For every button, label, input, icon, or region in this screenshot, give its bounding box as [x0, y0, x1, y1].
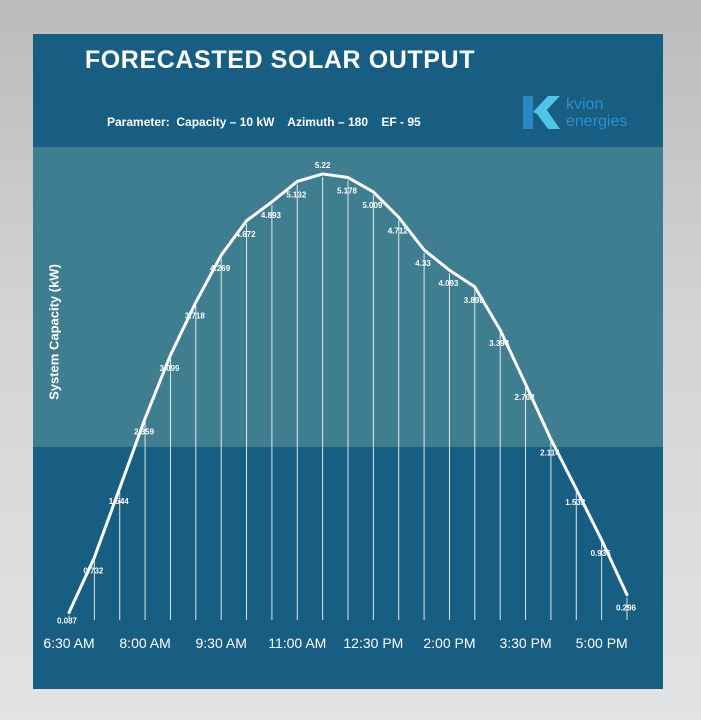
- data-label: 4.093: [438, 279, 459, 288]
- x-tick-label: 5:00 PM: [576, 635, 628, 651]
- data-label: 5.178: [337, 187, 358, 196]
- data-label: 3.394: [489, 339, 510, 348]
- data-label: 4.269: [210, 264, 231, 273]
- data-label: 4.893: [261, 211, 282, 220]
- data-label: 5.132: [286, 190, 307, 199]
- x-tick-label: 11:00 AM: [268, 635, 326, 651]
- data-label: 4.33: [415, 259, 431, 268]
- data-label: 4.672: [236, 230, 257, 239]
- data-label: 3.718: [185, 311, 206, 320]
- data-label: 3.898: [464, 296, 485, 305]
- logo-text-energies: energies: [566, 113, 627, 130]
- kvion-logo: kvion energies: [523, 96, 627, 130]
- x-tick-label: 3:30 PM: [499, 635, 551, 651]
- data-label: 2.359: [134, 427, 155, 436]
- x-tick-label: 9:30 AM: [195, 635, 246, 651]
- logo-text-kvion: kvion: [566, 96, 603, 113]
- data-label: 1.544: [109, 497, 130, 506]
- x-tick-label: 8:00 AM: [119, 635, 170, 651]
- data-label: 5.22: [315, 161, 331, 170]
- data-label: 2.762: [515, 393, 536, 402]
- x-tick-label: 6:30 AM: [43, 635, 94, 651]
- data-label: 5.009: [362, 201, 383, 210]
- data-label: 4.712: [388, 226, 409, 235]
- x-tick-label: 12:30 PM: [343, 635, 403, 651]
- x-tick-label: 2:00 PM: [423, 635, 475, 651]
- parameters-line: Parameter: Capacity – 10 kW Azimuth – 18…: [107, 115, 421, 129]
- data-label: 2.114: [540, 448, 560, 457]
- data-label: 0.087: [57, 617, 78, 626]
- data-label: 0.936: [591, 549, 612, 558]
- logo-mark-icon: [523, 96, 560, 129]
- data-label: 3.099: [159, 364, 180, 373]
- series-line: [67, 172, 629, 615]
- data-label: 0.732: [83, 566, 104, 575]
- data-label: 1.532: [565, 498, 586, 507]
- data-label: 0.296: [616, 604, 637, 613]
- chart-title: FORECASTED SOLAR OUTPUT: [84, 46, 476, 74]
- y-axis-label: System Capacity (kW): [46, 264, 62, 400]
